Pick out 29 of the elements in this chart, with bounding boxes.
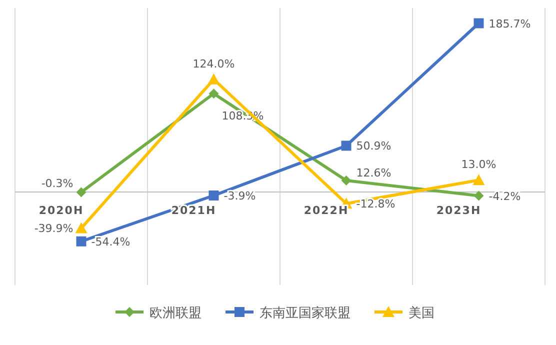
x-tick-label: 2021H <box>171 204 216 217</box>
data-label: -12.8% <box>356 198 396 211</box>
data-label: 185.7% <box>488 17 531 30</box>
legend-label: 美国 <box>408 305 434 321</box>
data-label: 13.0% <box>461 158 496 172</box>
data-label: -0.3% <box>41 177 74 190</box>
legend-label: 欧洲联盟 <box>150 306 202 321</box>
data-label: 124.0% <box>192 57 235 70</box>
point <box>474 18 484 28</box>
x-tick-label: 2022H <box>304 204 349 217</box>
point <box>208 88 219 99</box>
point <box>341 140 352 151</box>
point <box>472 174 485 186</box>
data-label: -54.4% <box>91 235 130 248</box>
x-tick-label: 2020H <box>38 204 84 217</box>
data-label: -4.2% <box>488 190 521 203</box>
point <box>341 176 352 186</box>
point <box>474 190 484 201</box>
point <box>76 187 86 198</box>
x-tick-label: 2023H <box>436 204 482 217</box>
point <box>75 222 88 234</box>
point <box>76 236 86 246</box>
point <box>208 190 219 201</box>
data-label: -39.9% <box>34 222 74 236</box>
data-label: 12.6% <box>356 166 392 180</box>
data-label: 50.9% <box>356 140 392 153</box>
data-label: -3.9% <box>224 190 256 203</box>
point <box>208 73 220 84</box>
legend-label: 东南亚国家联盟 <box>260 305 350 321</box>
